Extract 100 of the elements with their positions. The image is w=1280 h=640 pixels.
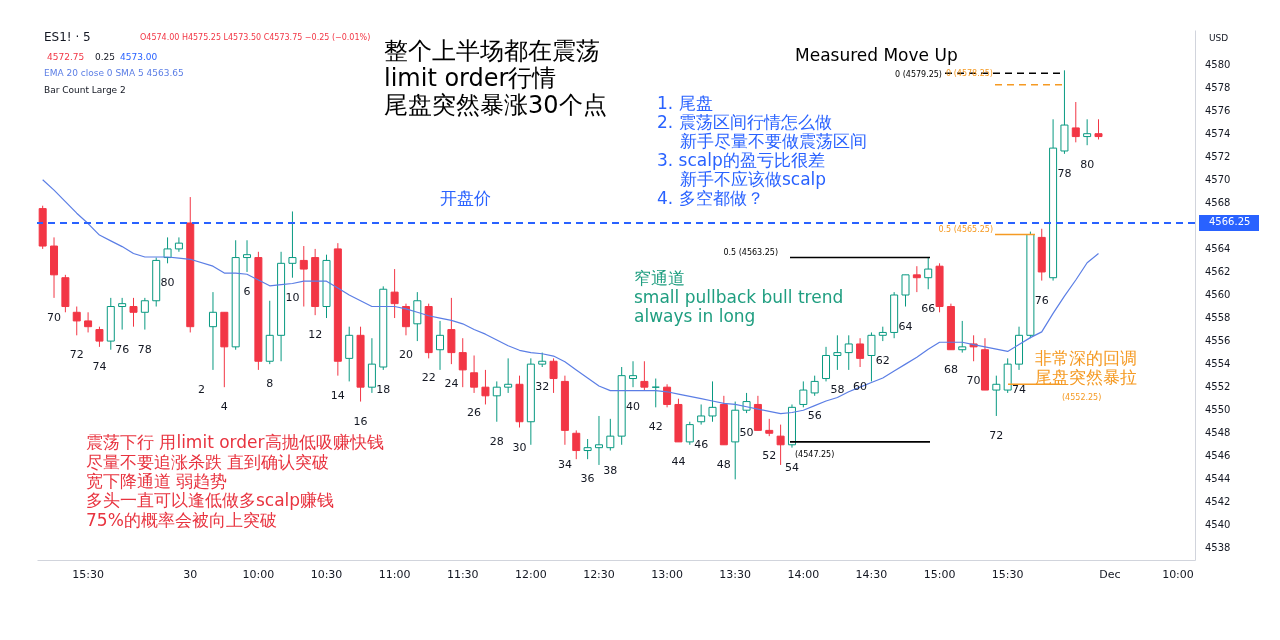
x-tick-label: Dec xyxy=(1099,567,1121,581)
candlestick xyxy=(776,424,785,466)
annotation: O4574.00 H4575.25 L4573.50 C4573.75 −0.25 (−0.01%) xyxy=(140,33,371,42)
candlestick xyxy=(390,268,399,319)
candlestick xyxy=(606,418,615,452)
text: 28 xyxy=(489,434,504,448)
text: 72 xyxy=(69,348,84,362)
text: 44 xyxy=(671,454,686,468)
y-tick-label: 4548 xyxy=(1205,427,1231,439)
y-tick-label: 4564 xyxy=(1205,242,1231,254)
candlestick xyxy=(594,415,603,466)
text: 10 xyxy=(285,290,300,304)
x-tick-label: 13:30 xyxy=(719,567,752,581)
annotation: 4573.00 xyxy=(120,52,158,62)
candlestick xyxy=(208,291,217,371)
candlestick xyxy=(504,357,513,394)
y-tick-label: 4550 xyxy=(1205,404,1231,416)
text: 20 xyxy=(398,348,413,362)
candlestick xyxy=(413,291,422,342)
annotation: 非常深的回调 xyxy=(1035,348,1137,368)
x-tick-label: 11:30 xyxy=(446,567,479,581)
text: 74 xyxy=(92,359,107,373)
x-tick-label: 12:00 xyxy=(515,567,547,581)
text: 34 xyxy=(557,457,572,471)
text: 24 xyxy=(444,377,459,391)
candlestick xyxy=(95,326,104,348)
candlestick xyxy=(912,265,921,293)
ref-line-label: (4547.25) xyxy=(795,450,835,459)
annotation: 1. 尾盘 xyxy=(657,93,713,113)
y-tick-label: 4574 xyxy=(1205,127,1231,139)
candlestick xyxy=(708,380,717,423)
candlestick xyxy=(572,429,581,460)
candlestick xyxy=(799,380,808,408)
x-tick-label: 13:00 xyxy=(651,567,683,581)
y-tick-label: 4562 xyxy=(1205,265,1231,277)
x-tick-label: 10:00 xyxy=(1162,567,1194,581)
text: 58 xyxy=(830,382,845,396)
text: 48 xyxy=(716,457,731,471)
x-tick-label: 11:00 xyxy=(378,567,411,581)
x-tick-label: 10:00 xyxy=(242,567,275,581)
candlestick xyxy=(583,438,592,460)
text: 4 xyxy=(220,400,228,414)
text: 12 xyxy=(308,328,323,342)
candlestick xyxy=(447,297,456,365)
annotation: 4572.75 xyxy=(47,52,85,62)
ref-line-label: 0 (4579.25) xyxy=(895,70,942,79)
candlestick xyxy=(901,274,910,308)
candlestick xyxy=(492,380,501,423)
annotation: 4. 多空都做？ xyxy=(657,188,764,208)
x-tick-label: 15:00 xyxy=(923,567,956,581)
text: 4566.25 xyxy=(1209,216,1251,227)
annotation: 0.25 xyxy=(95,52,116,62)
y-tick-label: 4556 xyxy=(1205,335,1231,347)
candlestick xyxy=(685,421,694,446)
candlestick xyxy=(470,354,479,394)
text: 2 xyxy=(198,382,206,396)
annotation: 窄通道 xyxy=(634,268,685,288)
annotation: 宽下降通道 弱趋势 xyxy=(86,471,228,491)
x-tick-label: 10:30 xyxy=(310,567,343,581)
candlestick xyxy=(72,306,81,336)
candlestick xyxy=(436,320,445,371)
text: 6 xyxy=(243,284,251,298)
y-axis-title: USD xyxy=(1209,33,1229,43)
text: 76 xyxy=(1034,293,1049,307)
text: 42 xyxy=(648,420,663,434)
text: 56 xyxy=(807,408,822,422)
y-tick-label: 4576 xyxy=(1205,104,1231,116)
text: 76 xyxy=(115,342,130,356)
text: 80 xyxy=(160,276,175,290)
y-tick-label: 4554 xyxy=(1205,358,1231,370)
y-tick-label: 4568 xyxy=(1205,196,1231,208)
annotation: Bar Count Large 2 xyxy=(44,85,126,95)
candlestick xyxy=(844,334,853,371)
candlestick xyxy=(345,326,354,382)
candlestick xyxy=(458,337,467,388)
y-tick-label: 4546 xyxy=(1205,450,1231,462)
x-tick-label: 14:30 xyxy=(855,567,888,581)
text: 54 xyxy=(784,460,799,474)
x-tick-label: 15:30 xyxy=(72,567,104,581)
y-tick-label: 4540 xyxy=(1205,519,1231,531)
candlestick xyxy=(1094,118,1103,140)
y-tick-label: 4580 xyxy=(1205,58,1231,70)
candlestick xyxy=(243,239,252,273)
annotation: 2. 震荡区间行情怎么做 xyxy=(657,112,832,132)
y-tick-label: 4572 xyxy=(1205,150,1231,162)
candlestick xyxy=(1071,101,1080,143)
y-tick-label: 4558 xyxy=(1205,312,1231,324)
text: 78 xyxy=(1057,166,1072,180)
text: 30 xyxy=(512,440,527,454)
text: 62 xyxy=(875,354,890,368)
text: 18 xyxy=(376,382,391,396)
text: 78 xyxy=(137,342,152,356)
candlestick xyxy=(299,245,308,308)
y-tick-label: 4552 xyxy=(1205,381,1231,393)
candlestick xyxy=(640,360,649,391)
candlestick xyxy=(481,369,490,405)
x-tick-label: 14:00 xyxy=(787,567,820,581)
annotation: always in long xyxy=(634,306,756,326)
annotation: 3. scalp的盈亏比很差 xyxy=(657,150,825,170)
candlestick xyxy=(288,210,297,279)
